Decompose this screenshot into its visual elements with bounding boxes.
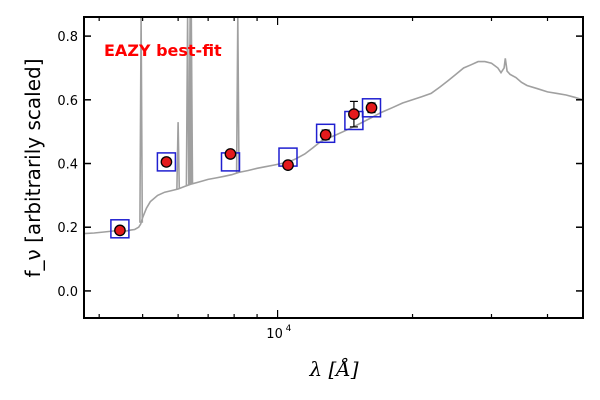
y-tick-label: 0.4: [57, 158, 78, 173]
y-tick-label: 0.2: [57, 221, 78, 236]
emission-line: [185, 17, 190, 186]
model-photometry-box: [110, 219, 130, 239]
observed-photometry-point: [282, 159, 294, 171]
y-axis-title: f_ν [arbitrarily scaled]: [21, 59, 45, 278]
emission-line: [235, 17, 240, 173]
observed-marker: [282, 159, 294, 171]
y-tick-label: 0.0: [57, 285, 78, 300]
observed-photometry-point: [114, 224, 126, 237]
emission-line: [189, 17, 194, 185]
x-axis-title: λ [Å]: [308, 356, 358, 381]
y-tick-label: 0.6: [57, 94, 78, 109]
x-tick-label-exponent: 4: [286, 324, 292, 334]
tick-layer: 0.0 0.2 0.4 0.6 0.8 10 4: [57, 17, 583, 342]
observed-photometry-point: [224, 148, 237, 160]
observed-photometry-point: [365, 101, 378, 114]
observed-photometry-point: [348, 100, 360, 128]
fit-annotation: EAZY best-fit: [104, 41, 222, 60]
y-tick-label: 0.8: [57, 30, 78, 45]
observed-marker: [348, 108, 360, 120]
plot-layer: [84, 17, 583, 239]
observed-marker: [224, 148, 237, 160]
emission-line: [139, 17, 144, 223]
model-photometry-box: [156, 152, 177, 172]
x-tick-label: 10: [266, 327, 283, 342]
template-spectrum-line: [84, 58, 583, 235]
observed-marker: [319, 129, 332, 141]
model-photometry-box: [361, 98, 382, 118]
observed-photometry-point: [160, 156, 173, 168]
observed-marker: [365, 101, 378, 114]
observed-photometry-point: [319, 129, 332, 141]
observed-marker: [160, 156, 173, 168]
emission-line: [176, 122, 181, 190]
plot-frame: [83, 16, 584, 319]
model-photometry-box: [315, 123, 336, 144]
observed-marker: [114, 224, 126, 237]
